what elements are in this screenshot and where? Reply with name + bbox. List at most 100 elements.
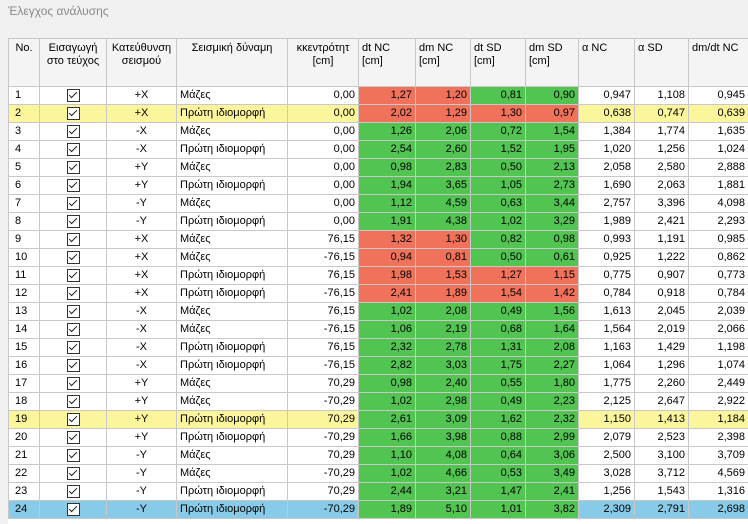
include-checkbox[interactable] (66, 466, 80, 480)
col-header-dt-sd[interactable]: dt SD [cm] (470, 38, 526, 87)
include-checkbox[interactable] (66, 286, 80, 300)
col-header-a-nc[interactable]: α NC (578, 38, 635, 87)
table-row[interactable]: 7 -Y Μάζες 0,00 1,12 4,59 0,63 3,44 2,757 3,396 4,… (8, 194, 748, 213)
include-checkbox[interactable] (66, 358, 80, 372)
table-row[interactable]: 23 -Y Πρώτη ιδιομορφή 70,29 2,44 3,21 1,47 2,41… (8, 482, 748, 501)
cell-dm-nc: 0,81 (415, 248, 471, 267)
table-row[interactable]: 1 +X Μάζες 0,00 1,27 1,20 0,81 0,90 0,947 1,108 0,… (8, 86, 748, 105)
include-checkbox[interactable] (66, 376, 80, 390)
table-row[interactable]: 24 -Y Πρώτη ιδιομορφή -70,29 1,89 5,10 1,01 3,8… (8, 500, 748, 519)
table-row[interactable]: 13 -X Μάζες 76,15 1,02 2,08 0,49 1,56 1,613 2,045… (8, 302, 748, 321)
include-checkbox[interactable] (66, 106, 80, 120)
table-row[interactable]: 21 -Y Μάζες 70,29 1,10 4,08 0,64 3,06 2,500 3,100… (8, 446, 748, 465)
table-row[interactable]: 18 +Y Μάζες -70,29 1,02 2,98 0,49 2,23 2,125 2,64… (8, 392, 748, 411)
cell-a-nc: 2,309 (578, 500, 635, 519)
cell-dm-dt-nc: 1,024 (688, 140, 748, 159)
cell-eccentricity: 0,00 (287, 194, 359, 213)
cell-dm-nc: 4,38 (415, 212, 471, 231)
col-header-dm-sd[interactable]: dm SD [cm] (525, 38, 579, 87)
table-row[interactable]: 8 -Y Πρώτη ιδιομορφή 0,00 1,91 4,38 1,02 3,29 1,… (8, 212, 748, 231)
col-header-include[interactable]: Εισαγωγή στο τεύχος (39, 38, 107, 87)
include-checkbox[interactable] (66, 196, 80, 210)
include-checkbox[interactable] (66, 448, 80, 462)
cell-force: Μάζες (176, 122, 288, 141)
cell-force: Μάζες (176, 248, 288, 267)
cell-direction: +X (106, 104, 177, 123)
cell-dm-sd: 0,97 (525, 104, 579, 123)
include-checkbox[interactable] (66, 88, 80, 102)
table-row[interactable]: 4 -X Πρώτη ιδιομορφή 0,00 2,54 2,60 1,52 1,95 1,… (8, 140, 748, 159)
cell-dt-sd: 0,50 (470, 158, 526, 177)
cell-a-sd: 1,774 (634, 122, 689, 141)
col-header-no[interactable]: No. (8, 38, 40, 87)
include-checkbox[interactable] (66, 268, 80, 282)
table-row[interactable]: 12 +X Πρώτη ιδιομορφή -76,15 2,41 1,89 1,54 1,4… (8, 284, 748, 303)
include-checkbox[interactable] (66, 322, 80, 336)
table-row[interactable]: 5 +Y Μάζες 0,00 0,98 2,83 0,50 2,13 2,058 2,580 2,… (8, 158, 748, 177)
table-row[interactable]: 16 -X Πρώτη ιδιομορφή -76,15 2,82 3,03 1,75 2,2… (8, 356, 748, 375)
include-checkbox[interactable] (66, 430, 80, 444)
cell-include (39, 356, 107, 375)
cell-force: Πρώτη ιδιομορφή (176, 338, 288, 357)
col-header-eccentricity[interactable]: κκεντρότητ [cm] (287, 38, 359, 87)
col-header-dm-dt-nc[interactable]: dm/dt NC (688, 38, 748, 87)
include-checkbox[interactable] (66, 178, 80, 192)
cell-dm-nc: 2,06 (415, 122, 471, 141)
table-row[interactable]: 15 -X Πρώτη ιδιομορφή 76,15 2,32 2,78 1,31 2,08… (8, 338, 748, 357)
cell-no: 4 (8, 140, 40, 159)
table-row[interactable]: 20 +Y Πρώτη ιδιομορφή -70,29 1,66 3,98 0,88 2,9… (8, 428, 748, 447)
cell-eccentricity: 76,15 (287, 302, 359, 321)
cell-direction: -Y (106, 446, 177, 465)
cell-a-sd: 1,108 (634, 86, 689, 105)
cell-direction: +X (106, 86, 177, 105)
include-checkbox[interactable] (66, 340, 80, 354)
cell-dt-nc: 1,02 (358, 392, 416, 411)
table-row[interactable]: 3 -X Μάζες 0,00 1,26 2,06 0,72 1,54 1,384 1,774 1,… (8, 122, 748, 141)
cell-no: 11 (8, 266, 40, 285)
include-checkbox[interactable] (66, 412, 80, 426)
cell-eccentricity: -76,15 (287, 284, 359, 303)
col-header-a-sd[interactable]: α SD (634, 38, 689, 87)
col-header-dt-nc[interactable]: dt NC [cm] (358, 38, 416, 87)
cell-include (39, 212, 107, 231)
table-row[interactable]: 6 +Y Πρώτη ιδιομορφή 0,00 1,94 3,65 1,05 2,73 1,… (8, 176, 748, 195)
include-checkbox[interactable] (66, 142, 80, 156)
col-header-force[interactable]: Σεισμική δύναμη (176, 38, 288, 87)
cell-eccentricity: 70,29 (287, 446, 359, 465)
include-checkbox[interactable] (66, 250, 80, 264)
cell-a-nc: 0,925 (578, 248, 635, 267)
cell-force: Μάζες (176, 320, 288, 339)
col-header-direction[interactable]: Κατεύθυνση σεισμού (106, 38, 177, 87)
include-checkbox[interactable] (66, 124, 80, 138)
cell-a-nc: 1,163 (578, 338, 635, 357)
table-row[interactable]: 10 +X Μάζες -76,15 0,94 0,81 0,50 0,61 0,925 1,22… (8, 248, 748, 267)
cell-include (39, 104, 107, 123)
include-checkbox[interactable] (66, 160, 80, 174)
include-checkbox[interactable] (66, 394, 80, 408)
table-row[interactable]: 19 +Y Πρώτη ιδιομορφή 70,29 2,61 3,09 1,62 2,32… (8, 410, 748, 429)
table-row[interactable]: 2 +X Πρώτη ιδιομορφή 0,00 2,02 1,29 1,30 0,97 0,… (8, 104, 748, 123)
include-checkbox[interactable] (66, 304, 80, 318)
include-checkbox[interactable] (66, 502, 80, 516)
table-row[interactable]: 22 -Y Μάζες -70,29 1,02 4,66 0,53 3,49 3,028 3,71… (8, 464, 748, 483)
cell-dt-sd: 1,47 (470, 482, 526, 501)
cell-dm-sd: 3,82 (525, 500, 579, 519)
analysis-check-grid[interactable]: No. Εισαγωγή στο τεύχος Κατεύθυνση σεισμ… (8, 38, 748, 524)
table-row[interactable]: 11 +X Πρώτη ιδιομορφή 76,15 1,98 1,53 1,27 1,15… (8, 266, 748, 285)
cell-eccentricity: -70,29 (287, 428, 359, 447)
cell-include (39, 446, 107, 465)
col-header-dm-nc[interactable]: dm NC [cm] (415, 38, 471, 87)
cell-dt-sd: 0,81 (470, 86, 526, 105)
table-row[interactable]: 14 -X Μάζες -76,15 1,06 2,19 0,68 1,64 1,564 2,01… (8, 320, 748, 339)
cell-dm-sd: 1,56 (525, 302, 579, 321)
include-checkbox[interactable] (66, 232, 80, 246)
cell-a-sd: 3,100 (634, 446, 689, 465)
include-checkbox[interactable] (66, 484, 80, 498)
include-checkbox[interactable] (66, 214, 80, 228)
table-row[interactable]: 17 +Y Μάζες 70,29 0,98 2,40 0,55 1,80 1,775 2,260… (8, 374, 748, 393)
table-row[interactable]: 9 +X Μάζες 76,15 1,32 1,30 0,82 0,98 0,993 1,191 0… (8, 230, 748, 249)
cell-a-sd: 0,918 (634, 284, 689, 303)
cell-direction: +X (106, 248, 177, 267)
cell-force: Πρώτη ιδιομορφή (176, 266, 288, 285)
cell-no: 1 (8, 86, 40, 105)
